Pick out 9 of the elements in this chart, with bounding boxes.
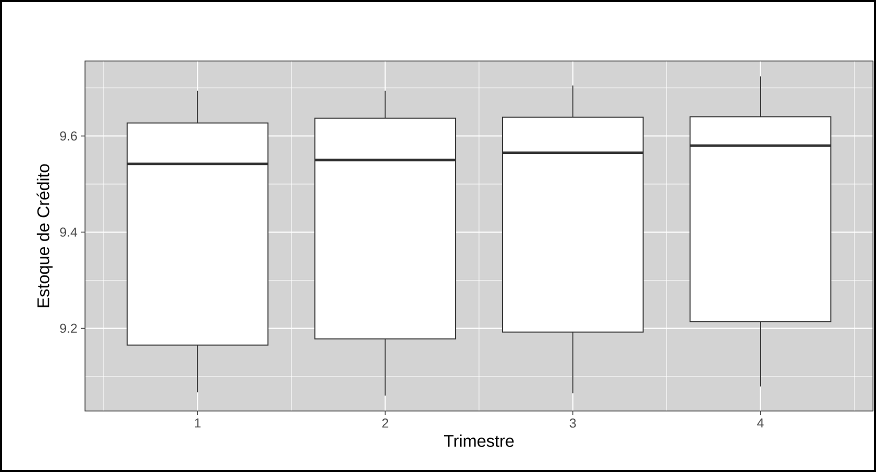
x-tick-label: 4 xyxy=(757,418,764,428)
y-axis-title: Estoque de Crédito xyxy=(36,164,53,308)
x-tick-label: 2 xyxy=(382,418,388,428)
x-tick-label: 3 xyxy=(570,418,576,428)
y-tick-label: 9.6 xyxy=(60,131,77,141)
y-tick-label: 9.4 xyxy=(60,228,78,237)
x-tick-label: 1 xyxy=(194,418,201,428)
x-axis-title: Trimestre xyxy=(444,434,514,447)
y-tick-label: 9.2 xyxy=(60,324,77,333)
